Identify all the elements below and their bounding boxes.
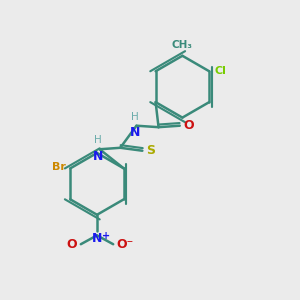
Text: S: S bbox=[146, 144, 155, 157]
Text: CH₃: CH₃ bbox=[172, 40, 193, 50]
Text: H: H bbox=[94, 135, 102, 146]
Text: H: H bbox=[131, 112, 139, 122]
Text: +: + bbox=[102, 231, 110, 241]
Text: Cl: Cl bbox=[214, 66, 226, 76]
Text: O: O bbox=[67, 238, 77, 251]
Text: Br: Br bbox=[52, 162, 66, 172]
Text: N: N bbox=[93, 150, 104, 163]
Text: O: O bbox=[183, 119, 194, 132]
Text: N: N bbox=[92, 232, 102, 244]
Text: N: N bbox=[130, 126, 140, 139]
Text: O⁻: O⁻ bbox=[117, 238, 134, 251]
